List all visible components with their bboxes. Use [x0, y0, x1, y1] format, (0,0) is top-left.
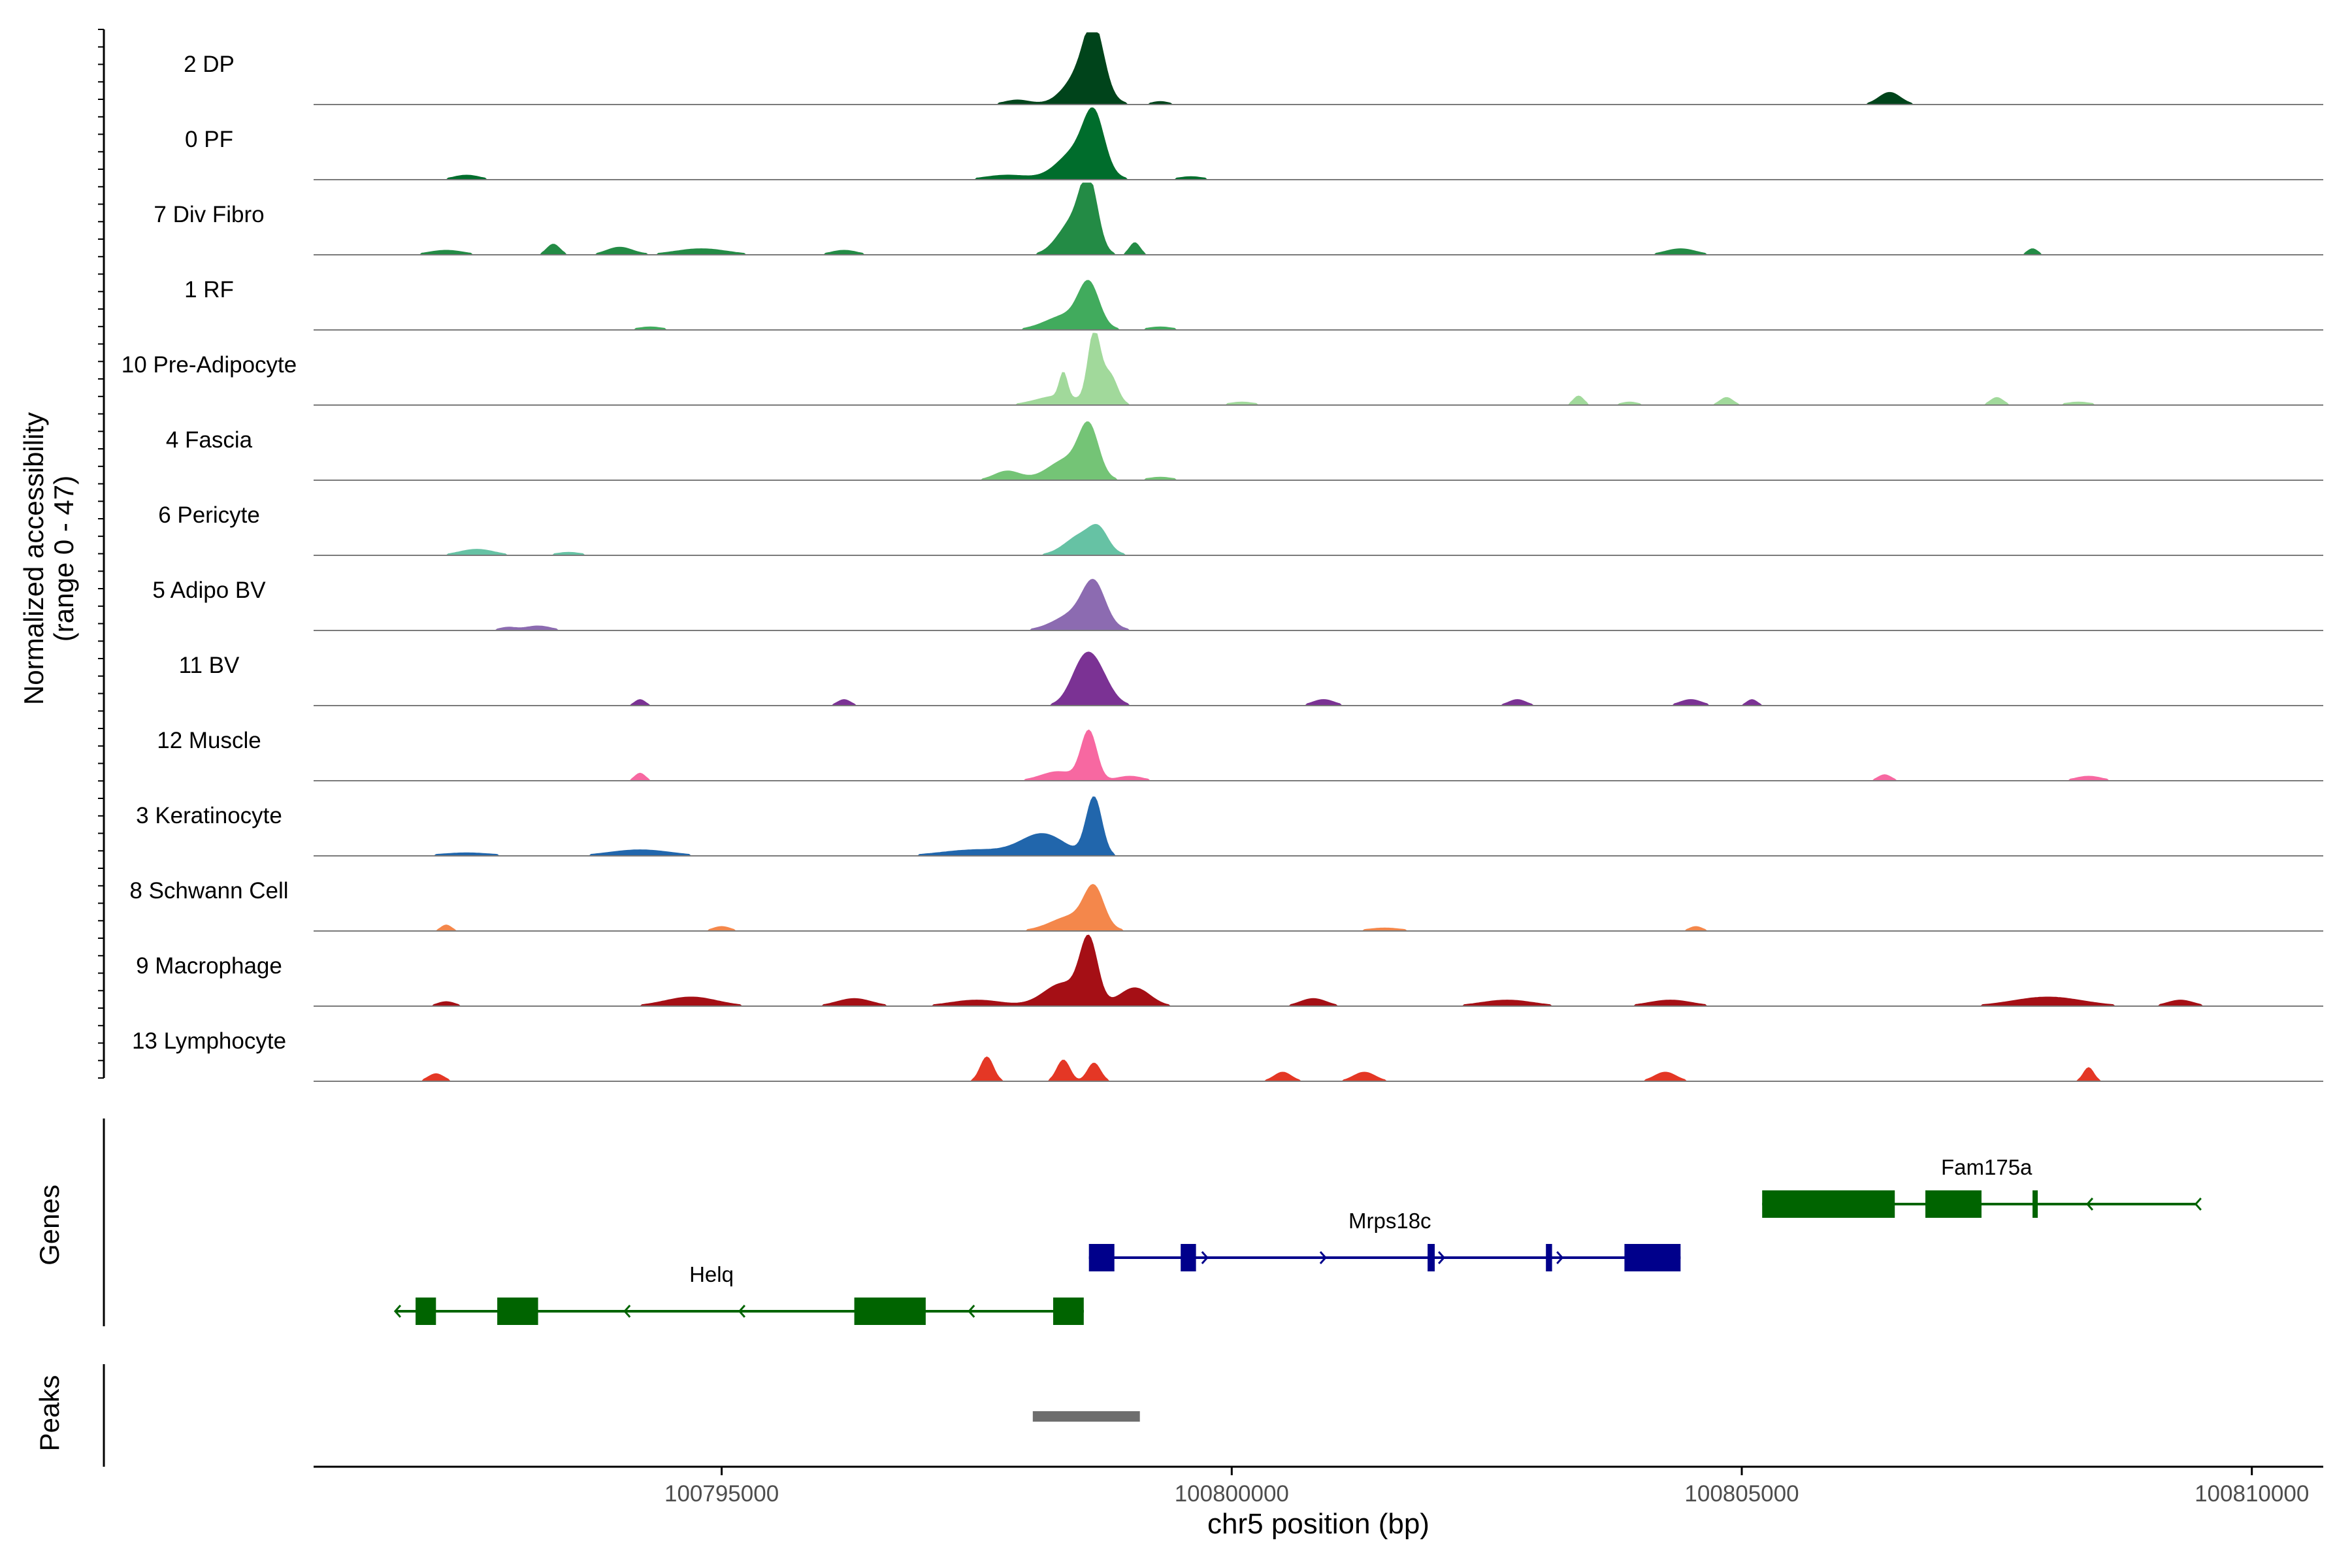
track-1: 2 DP	[184, 32, 2323, 105]
gene-fam175a: Fam175a	[1762, 1155, 2202, 1218]
x-tick-label: 100800000	[1175, 1481, 1289, 1507]
x-tick-label: 100810000	[2195, 1481, 2309, 1507]
track-4: 1 RF	[184, 277, 2323, 331]
coverage-area	[314, 934, 2323, 1007]
gene-track: Helq Mrps18c Fam175a	[393, 1155, 2202, 1325]
gene-label: Mrps18c	[1348, 1209, 1431, 1233]
gene-exon	[1428, 1244, 1435, 1271]
gene-exon	[1088, 1244, 1115, 1271]
strand-arrow	[1319, 1251, 1327, 1264]
track-label: 11 BV	[179, 653, 240, 678]
track-label: 2 DP	[184, 52, 235, 77]
track-12: 8 Schwann Cell	[129, 878, 2323, 932]
strand-arrow	[1437, 1251, 1446, 1264]
peaks-track-label: Peaks	[34, 1375, 65, 1452]
strand-arrow	[623, 1305, 631, 1318]
track-label: 7 Div Fibro	[154, 202, 264, 227]
y-axis-title-group: Normalized accessibility (range 0 - 47)	[18, 412, 79, 705]
strand-arrow	[2085, 1198, 2094, 1211]
gene-label: Fam175a	[1941, 1155, 2033, 1179]
strand-arrow	[1556, 1251, 1564, 1264]
track-label: 5 Adipo BV	[152, 578, 266, 603]
track-6: 4 Fascia	[166, 421, 2323, 481]
strand-arrow	[2194, 1198, 2202, 1211]
gene-exon	[854, 1298, 926, 1325]
track-7: 6 Pericyte	[158, 502, 2323, 556]
track-11: 3 Keratinocyte	[136, 796, 2323, 857]
y-axis-title-line1: Normalized accessibility	[18, 412, 49, 705]
gene-exon	[2033, 1190, 2038, 1218]
gene-exon	[1925, 1190, 1982, 1218]
gene-exon	[1181, 1244, 1196, 1271]
track-10: 12 Muscle	[157, 728, 2323, 781]
gene-exon	[1624, 1244, 1681, 1271]
track-8: 5 Adipo BV	[152, 578, 2323, 631]
track-9: 11 BV	[179, 651, 2323, 706]
track-label: 0 PF	[185, 127, 233, 152]
x-tick-label: 100795000	[664, 1481, 779, 1507]
track-13: 9 Macrophage	[136, 934, 2323, 1007]
track-label: 9 Macrophage	[136, 953, 282, 979]
gene-exon	[1762, 1190, 1895, 1218]
track-label: 3 Keratinocyte	[136, 803, 282, 828]
track-label: 1 RF	[184, 277, 234, 302]
gene-helq: Helq	[393, 1262, 1084, 1325]
strand-arrow	[738, 1305, 746, 1318]
track-label: 8 Schwann Cell	[129, 878, 288, 904]
gene-mrps18c: Mrps18c	[1088, 1209, 1681, 1271]
coverage-tracks: 2 DP 0 PF 7 Div Fibro 1 RF 10 Pre-Adipocyte 4…	[122, 32, 2323, 1082]
coverage-y-ticks	[98, 29, 104, 1079]
track-2: 0 PF	[185, 107, 2323, 180]
peak-region	[1032, 1411, 1140, 1422]
x-axis-ticks: 100795000 100800000 100805000 100810000	[664, 1467, 2309, 1507]
track-label: 13 Lymphocyte	[132, 1028, 286, 1054]
track-3: 7 Div Fibro	[154, 182, 2323, 255]
gene-exon	[1053, 1298, 1084, 1325]
x-axis-title: chr5 position (bp)	[1207, 1508, 1429, 1540]
x-tick-label: 100805000	[1684, 1481, 1799, 1507]
peak-track	[1032, 1411, 1140, 1422]
gene-exon	[497, 1298, 538, 1325]
track-label: 10 Pre-Adipocyte	[122, 352, 297, 378]
genes-track-label: Genes	[34, 1184, 65, 1266]
strand-arrow	[968, 1305, 975, 1318]
track-label: 4 Fascia	[166, 427, 253, 453]
track-label: 12 Muscle	[157, 728, 261, 753]
gene-exon	[416, 1298, 436, 1325]
track-5: 10 Pre-Adipocyte	[122, 333, 2323, 406]
y-axis-title-line2: (range 0 - 47)	[48, 476, 79, 642]
gene-label: Helq	[689, 1262, 734, 1286]
strand-arrow	[1201, 1251, 1209, 1264]
track-14: 13 Lymphocyte	[132, 1028, 2323, 1082]
strand-arrow	[393, 1305, 402, 1318]
gene-exon	[1546, 1244, 1552, 1271]
track-label: 6 Pericyte	[158, 502, 260, 528]
